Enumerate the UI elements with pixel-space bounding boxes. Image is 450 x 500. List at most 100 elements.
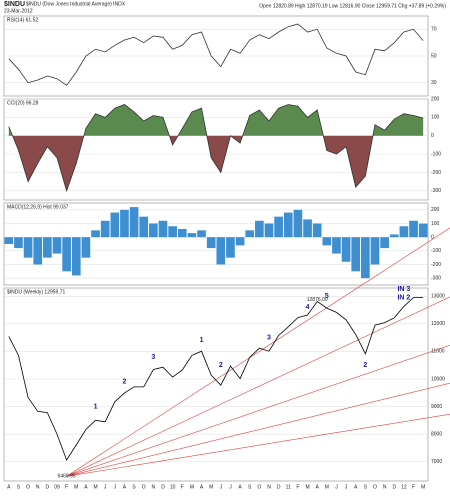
x-tick-label: J bbox=[335, 484, 338, 490]
y-tick-label: 50 bbox=[431, 53, 437, 59]
x-tick-label: S bbox=[364, 484, 368, 490]
x-tick-label: A bbox=[84, 484, 88, 490]
hist-bar bbox=[332, 237, 341, 254]
annotation: 4 bbox=[306, 304, 310, 311]
hist-bar bbox=[52, 237, 62, 254]
y-tick-label: 12000 bbox=[431, 321, 445, 327]
hist-bar bbox=[409, 220, 418, 238]
hist-bar bbox=[389, 234, 399, 238]
fan-line bbox=[66, 382, 450, 477]
fan-line bbox=[66, 296, 450, 477]
hist-bar bbox=[71, 237, 81, 276]
panel-label: CCI(20) 96.28 bbox=[7, 100, 39, 106]
y-tick-label: -300 bbox=[431, 188, 441, 194]
hist-bar bbox=[139, 216, 149, 238]
hist-bar bbox=[255, 220, 264, 238]
x-tick-label: D bbox=[161, 484, 165, 490]
hist-bar bbox=[216, 237, 226, 265]
fan-line bbox=[66, 344, 450, 477]
x-tick-label: N bbox=[383, 484, 387, 490]
hist-bar bbox=[187, 233, 197, 238]
x-tick-label: 11 bbox=[286, 484, 291, 490]
hist-bar bbox=[274, 216, 283, 238]
annotation: 2 bbox=[219, 362, 223, 369]
x-tick-label: F bbox=[65, 484, 68, 490]
hist-bar bbox=[197, 230, 206, 238]
hist-bar bbox=[245, 230, 255, 238]
y-tick-label: 30 bbox=[431, 80, 437, 86]
series-line bbox=[8, 297, 424, 461]
x-tick-label: M bbox=[190, 484, 194, 490]
x-tick-label: M bbox=[305, 484, 309, 490]
annotation: 1 bbox=[200, 337, 204, 344]
hist-bar bbox=[158, 220, 168, 238]
hist-bar bbox=[235, 237, 245, 246]
x-tick-label: A bbox=[316, 484, 320, 490]
quote: Open 12820.89 High 12870.19 Low 12816.90… bbox=[259, 3, 446, 9]
annotation: 6469.95 bbox=[58, 474, 76, 480]
x-tick-label: O bbox=[142, 484, 146, 490]
y-tick-label: 100 bbox=[431, 115, 440, 121]
x-tick-label: D bbox=[392, 484, 396, 490]
y-tick-label: -100 bbox=[431, 248, 441, 254]
x-tick-label: D bbox=[277, 484, 281, 490]
x-tick-label: M bbox=[93, 484, 97, 490]
hist-bar bbox=[168, 226, 177, 238]
y-tick-label: 11000 bbox=[431, 349, 445, 355]
hist-bar bbox=[129, 207, 139, 238]
hist-bar bbox=[380, 237, 389, 249]
y-tick-label: -200 bbox=[431, 170, 441, 176]
y-tick-label: -200 bbox=[431, 262, 441, 268]
x-tick-label: A bbox=[7, 484, 11, 490]
series-line bbox=[8, 104, 424, 193]
hist-bar bbox=[149, 223, 158, 238]
hist-bar bbox=[206, 237, 216, 249]
x-tick-label: J bbox=[229, 484, 232, 490]
y-tick-label: 10000 bbox=[431, 376, 445, 382]
area-down bbox=[12, 135, 373, 191]
panel-frame bbox=[3, 202, 429, 286]
area-up bbox=[8, 104, 424, 136]
x-tick-label: N bbox=[36, 484, 40, 490]
x-tick-label: J bbox=[220, 484, 223, 490]
annotation: IN 2 bbox=[397, 294, 410, 301]
annotation: 5 bbox=[325, 293, 329, 300]
hist-bar bbox=[14, 237, 23, 249]
y-tick-label: -100 bbox=[431, 151, 441, 157]
hist-bar bbox=[351, 237, 361, 272]
x-tick-label: F bbox=[296, 484, 299, 490]
y-tick-label: 200 bbox=[431, 207, 440, 213]
x-tick-label: A bbox=[354, 484, 358, 490]
x-tick-label: O bbox=[373, 484, 377, 490]
panel-label: $INDU (Weekly) 12959.71 bbox=[7, 289, 65, 295]
x-tick-label: M bbox=[209, 484, 213, 490]
hist-bar bbox=[4, 237, 14, 244]
chart-title: $INDU (Dow Jones Industrial Average) IND… bbox=[26, 1, 126, 7]
hist-bar bbox=[81, 237, 91, 258]
x-tick-label: M bbox=[74, 484, 78, 490]
y-tick-label: 8000 bbox=[431, 431, 442, 437]
x-tick-label: N bbox=[267, 484, 271, 490]
symbol: $INDU bbox=[4, 1, 25, 8]
fan-line bbox=[66, 413, 450, 477]
panel-label: MACD(12,26,9) Hist 99.037 bbox=[7, 204, 69, 210]
annotation: 12876.00 bbox=[307, 297, 328, 303]
x-tick-label: A bbox=[123, 484, 127, 490]
y-tick-label: 7000 bbox=[431, 459, 442, 465]
x-tick-label: S bbox=[248, 484, 252, 490]
hist-bar bbox=[23, 237, 33, 258]
y-tick-label: 9000 bbox=[431, 404, 442, 410]
panel-label: RSI(14) 61.52 bbox=[7, 17, 38, 23]
hist-bar bbox=[177, 228, 187, 238]
y-tick-label: -300 bbox=[431, 275, 441, 281]
hist-bar bbox=[264, 223, 274, 238]
hist-bar bbox=[399, 226, 409, 238]
hist-bar bbox=[226, 237, 235, 258]
hist-bar bbox=[418, 223, 428, 238]
panel-frame bbox=[3, 287, 429, 482]
annotation: 3 bbox=[267, 334, 271, 341]
x-tick-label: F bbox=[181, 484, 184, 490]
date: 23-Mar-2012 bbox=[4, 8, 33, 14]
x-tick-label: 10 bbox=[170, 484, 176, 490]
